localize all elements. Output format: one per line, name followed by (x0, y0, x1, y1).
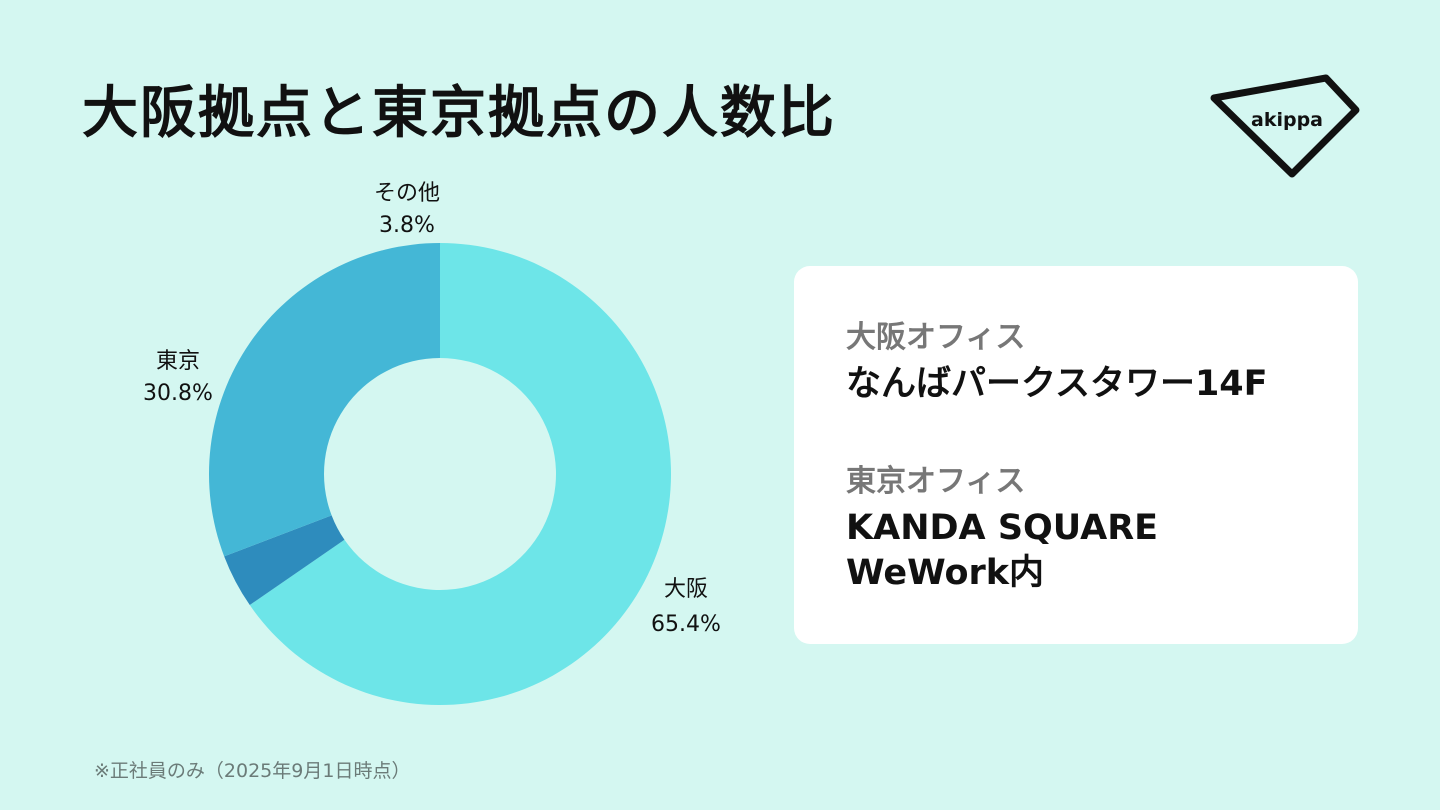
label-other: その他 3.8% (374, 181, 440, 238)
footnote: ※正社員のみ（2025年9月1日時点） (94, 760, 411, 782)
logo-text: akippa (1251, 109, 1323, 131)
office-osaka: 大阪オフィス なんばパークスタワー14F (846, 320, 1268, 407)
label-osaka-name: 大阪 (664, 577, 708, 602)
office-osaka-name: 大阪オフィス (846, 320, 1026, 355)
label-osaka: 大阪 65.4% (651, 577, 721, 637)
office-card: 大阪オフィス なんばパークスタワー14F 東京オフィス KANDA SQUARE… (794, 266, 1358, 644)
office-tokyo-place: KANDA SQUARE WeWork内 (846, 508, 1159, 593)
page-title: 大阪拠点と東京拠点の人数比 (82, 81, 836, 146)
slice-osaka (249, 243, 671, 705)
office-tokyo: 東京オフィス KANDA SQUARE WeWork内 (846, 464, 1158, 596)
office-osaka-place: なんばパークスタワー14F (846, 364, 1268, 404)
slice-other (224, 515, 345, 606)
label-other-value: 3.8% (379, 213, 435, 238)
label-osaka-value: 65.4% (651, 612, 721, 637)
donut-chart: 大阪 65.4% その他 3.8% 東京 30.8% (143, 181, 721, 705)
label-tokyo-value: 30.8% (143, 381, 213, 406)
office-tokyo-name: 東京オフィス (846, 464, 1026, 499)
label-tokyo: 東京 30.8% (143, 349, 213, 406)
logo-frame-icon (1210, 74, 1360, 178)
donut-slices (209, 243, 671, 705)
label-other-name: その他 (374, 181, 440, 206)
slice-tokyo (209, 243, 440, 557)
label-tokyo-name: 東京 (156, 349, 200, 374)
akippa-logo: akippa (1210, 74, 1360, 178)
